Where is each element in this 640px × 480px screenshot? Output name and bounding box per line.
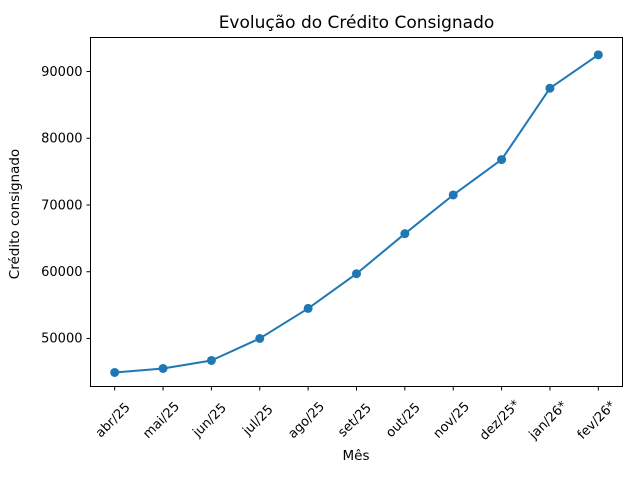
data-point xyxy=(497,155,507,165)
x-tick-label: nov/25 xyxy=(431,399,473,441)
data-point xyxy=(448,190,458,200)
y-tick-label: 70000 xyxy=(41,198,82,213)
x-tick-label: jun/25 xyxy=(189,401,229,441)
x-tick-label: jul/25 xyxy=(239,402,276,439)
x-tick-label: dez/25* xyxy=(477,397,524,444)
chart-title: Evolução do Crédito Consignado xyxy=(218,13,495,33)
y-tick-label: 60000 xyxy=(41,265,82,280)
data-point xyxy=(352,269,361,279)
x-tick-label: mai/25 xyxy=(140,399,183,442)
x-tick-label: abr/25 xyxy=(93,400,134,441)
x-tick-label: out/25 xyxy=(383,400,423,440)
x-tick-label: fev/26* xyxy=(575,398,620,443)
y-tick-label: 90000 xyxy=(41,65,82,80)
x-tick-label: set/25 xyxy=(335,401,374,440)
plot-border xyxy=(90,37,623,387)
x-tick-label: ago/25 xyxy=(285,399,327,441)
data-point xyxy=(400,229,410,239)
x-tick-label: jan/26* xyxy=(526,398,571,443)
data-point xyxy=(545,83,555,93)
data-point xyxy=(110,367,120,377)
data-point xyxy=(255,333,265,343)
x-axis-label: Mês xyxy=(342,448,370,464)
y-tick-label: 50000 xyxy=(41,332,82,347)
data-point xyxy=(593,50,603,60)
data-point xyxy=(158,363,168,373)
y-tick-label: 80000 xyxy=(41,132,82,147)
data-line xyxy=(113,53,600,374)
data-point xyxy=(303,303,313,313)
data-point xyxy=(206,355,216,365)
